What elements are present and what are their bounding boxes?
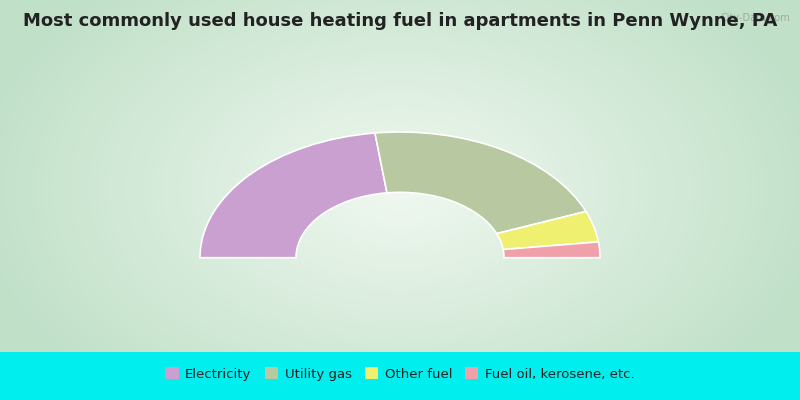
Wedge shape [497, 212, 598, 250]
Text: City-Data.com: City-Data.com [720, 12, 790, 22]
Wedge shape [503, 242, 600, 258]
Text: Most commonly used house heating fuel in apartments in Penn Wynne, PA: Most commonly used house heating fuel in… [23, 12, 777, 30]
Wedge shape [375, 132, 586, 234]
Wedge shape [200, 133, 387, 258]
Legend: Electricity, Utility gas, Other fuel, Fuel oil, kerosene, etc.: Electricity, Utility gas, Other fuel, Fu… [160, 362, 640, 386]
